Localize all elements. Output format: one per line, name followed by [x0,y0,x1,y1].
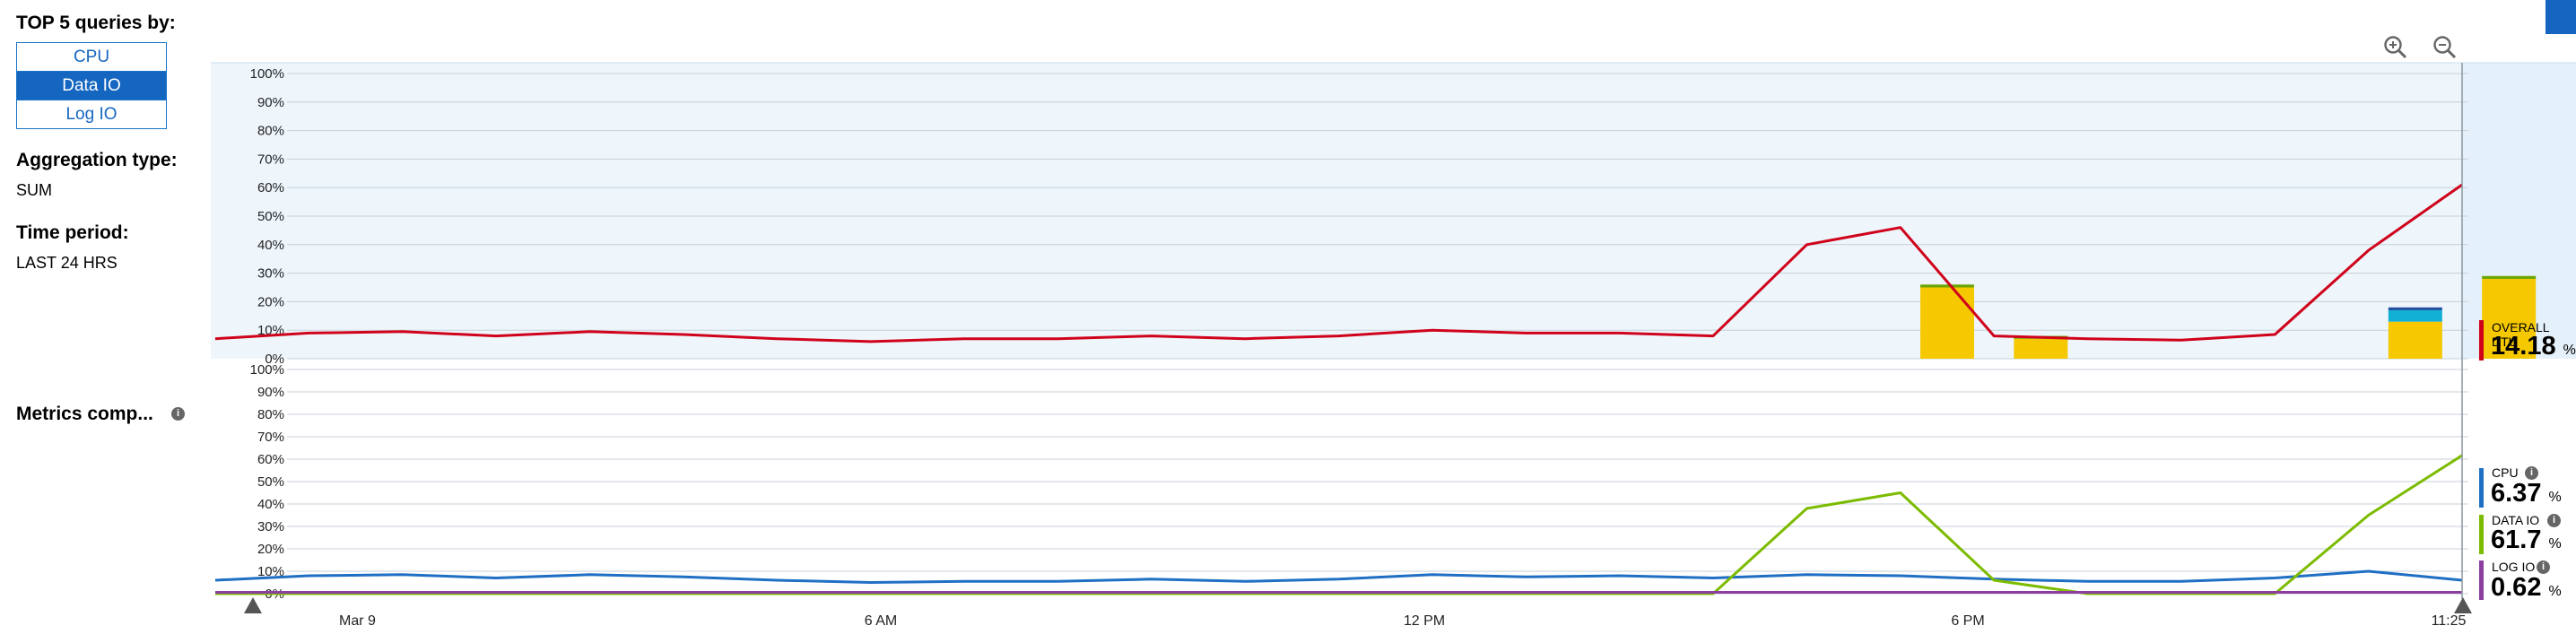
accent-corner-block [2546,0,2576,34]
overall-dtu-color-bar [2479,320,2484,361]
cpu-label: CPU [2492,465,2519,480]
overall-dtu-label: OVERALL DTU [2492,320,2550,349]
y-tick-label: 80% [257,124,284,139]
y-tick-label: 60% [257,452,284,467]
log-io-label: LOG IO [2492,560,2536,574]
bar-segment [2388,309,2442,322]
y-tick-label: 20% [257,294,284,309]
top-queries-label: TOP 5 queries by: [16,13,176,33]
y-tick-label: 30% [257,266,284,282]
y-tick-label: 50% [257,474,284,490]
y-tick-label: 70% [257,152,284,167]
aggregation-type-label: Aggregation type: [16,150,178,170]
log-io-info-icon[interactable]: i [2537,560,2550,574]
metrics-comparison-label: Metrics comp... [16,404,153,424]
cpu-color-bar [2479,468,2484,508]
data-io-value: 61.7 % [2491,526,2562,554]
x-tick-label: 6 AM [865,613,897,629]
x-tick-label: 11:25 [2432,613,2467,629]
bar-segment [2482,275,2537,279]
zoom-out-icon[interactable] [2432,34,2459,61]
bar-segment [2482,278,2537,359]
x-tick-label: 12 PM [1404,613,1445,629]
y-tick-label: 90% [257,385,284,400]
y-tick-label: 0% [265,352,284,367]
series-line-overall-dtu [214,183,2463,343]
bar-segment [2014,338,2068,359]
y-tick-label: 70% [257,430,284,445]
aggregation-type-value[interactable]: SUM [16,181,52,199]
cpu-value: 6.37 % [2491,479,2562,508]
y-tick-label: 50% [257,209,284,224]
time-period-label: Time period: [16,222,129,243]
y-tick-label: 100% [250,362,284,378]
log-io-value: 0.62 % [2491,573,2562,602]
x-tick-label: Mar 9 [339,613,376,629]
bar-segment [1919,284,1974,288]
data-io-color-bar [2479,515,2484,554]
y-tick-label: 60% [257,180,284,196]
log-io-color-bar [2479,560,2484,600]
y-tick-label: 10% [257,564,284,579]
time-period-value[interactable]: LAST 24 HRS [16,254,117,272]
range-start-handle [244,597,262,613]
query-metric-selector: CPU Data IO Log IO [16,42,167,129]
x-tick-label: 6 PM [1951,613,1984,629]
y-tick-label: 20% [257,542,284,557]
y-tick-label: 40% [257,497,284,512]
option-data-io[interactable]: Data IO [17,71,166,100]
option-log-io[interactable]: Log IO [17,100,166,128]
overall-dtu-value: 14.18 % [2491,332,2576,361]
data-io-label: DATA IO [2492,513,2540,527]
zoom-in-icon[interactable] [2382,34,2409,61]
y-tick-label: 90% [257,95,284,110]
data-io-info-icon[interactable]: i [2547,514,2561,527]
bar-segment [1919,287,1974,359]
cpu-info-icon[interactable]: i [2525,466,2538,480]
bar-segment [2388,321,2442,359]
y-tick-label: 80% [257,407,284,422]
y-tick-label: 100% [250,66,284,82]
chart-background-upper [211,63,2468,359]
info-icon[interactable]: i [171,407,185,421]
y-tick-label: 40% [257,238,284,253]
series-line-cpu [214,569,2463,584]
series-line-data-io [215,454,2463,595]
option-cpu[interactable]: CPU [17,43,166,71]
y-tick-label: 30% [257,519,284,534]
bar-segment [2388,307,2442,310]
range-end-handle [2454,597,2472,613]
